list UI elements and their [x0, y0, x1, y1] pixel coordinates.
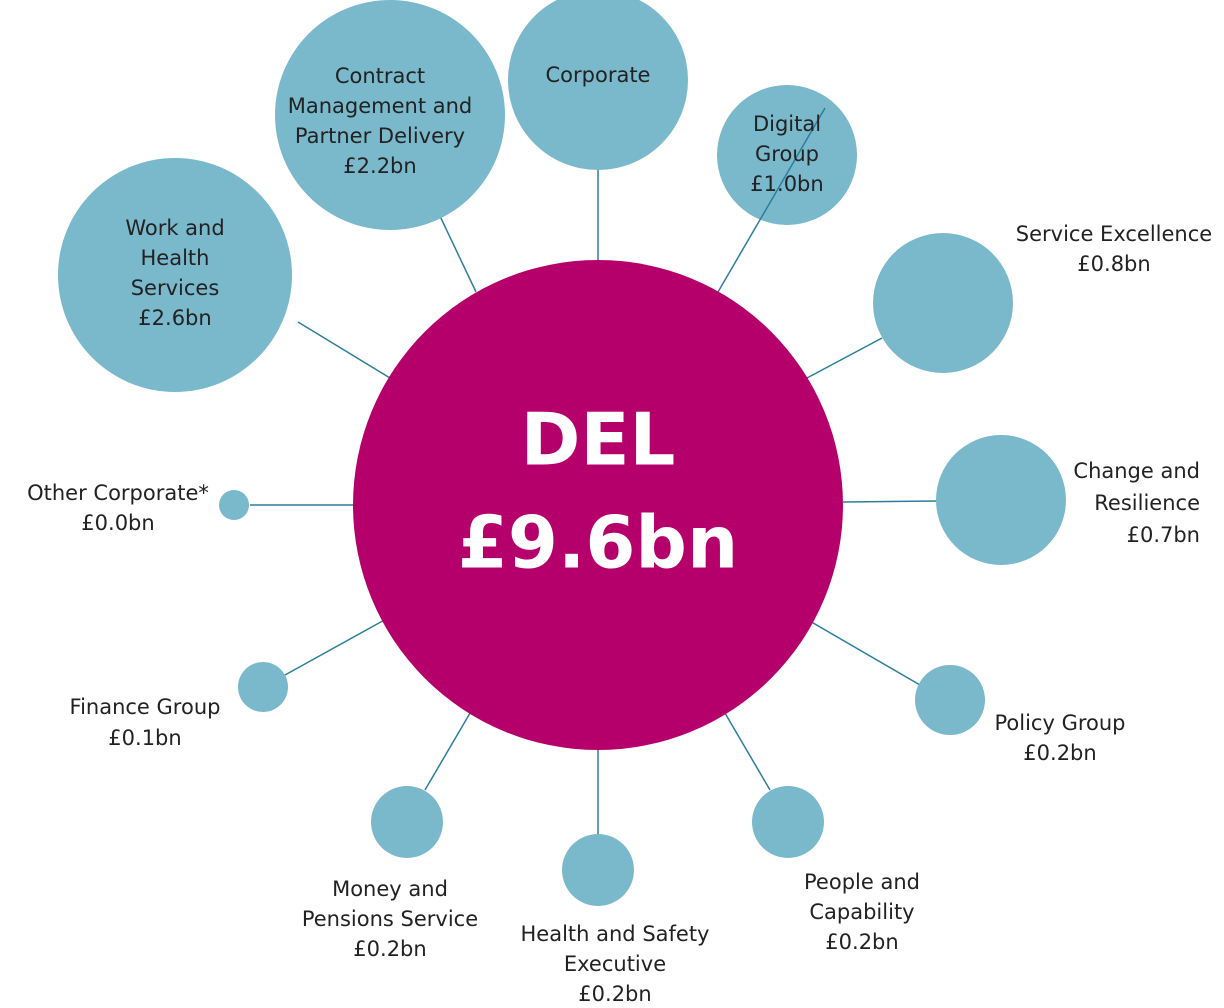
node-label: Capability	[809, 900, 914, 924]
node-label: Pensions Service	[302, 907, 478, 931]
node-circle	[371, 786, 443, 858]
node-value: £2.2bn	[343, 154, 416, 178]
connector	[424, 707, 474, 791]
connector	[807, 619, 921, 686]
node-value: £0.2bn	[825, 930, 898, 954]
node-value: £2.6bn	[138, 306, 211, 330]
node-label: Executive	[564, 952, 666, 976]
node-circle	[873, 233, 1013, 373]
node-value: £0.2bn	[578, 982, 651, 1006]
node-circle	[275, 0, 505, 230]
node-circle	[238, 662, 288, 712]
node-value: £1.0bn	[750, 172, 823, 196]
node-label: Services	[131, 276, 220, 300]
node-circle	[562, 834, 634, 906]
node-circle	[717, 85, 857, 225]
node-circle	[58, 158, 292, 392]
node-label: Money and	[332, 877, 448, 901]
node-label: Digital	[753, 112, 821, 136]
node-label: Service Excellence	[1016, 222, 1212, 246]
connector	[717, 107, 826, 293]
connector	[721, 707, 771, 791]
node-label: Finance Group	[70, 695, 221, 719]
connector	[842, 500, 937, 503]
node-circle	[915, 665, 985, 735]
node-label: Work and	[125, 216, 224, 240]
node-value: £0.2bn	[1023, 741, 1096, 765]
node-label: Resilience	[1094, 491, 1200, 515]
node-label: Group	[755, 142, 819, 166]
node-label: Other Corporate*	[27, 481, 209, 505]
node-circle	[219, 490, 249, 520]
node-label: Change and	[1073, 459, 1200, 483]
node-value: £0.7bn	[1127, 523, 1200, 547]
node-circle	[936, 435, 1066, 565]
node-label: Contract	[335, 64, 425, 88]
center-circle	[353, 260, 843, 750]
connector	[297, 321, 391, 379]
node-value: £0.1bn	[108, 726, 181, 750]
connector	[284, 617, 389, 676]
node-label: Health and Safety	[521, 922, 710, 946]
node-label: Health	[141, 246, 210, 270]
node-label: Partner Delivery	[295, 124, 465, 148]
node-label: Policy Group	[994, 711, 1125, 735]
node-value: £0.0bn	[81, 511, 154, 535]
node-circle	[752, 786, 824, 858]
node-value: £0.8bn	[1077, 252, 1150, 276]
node-value: £0.2bn	[353, 937, 426, 961]
center-title: DEL	[521, 398, 676, 482]
node-label: Management and	[288, 94, 473, 118]
node-label: Corporate	[546, 63, 651, 87]
center-value: £9.6bn	[458, 501, 738, 585]
node-label: People and	[804, 870, 920, 894]
connector	[806, 337, 883, 379]
node-circle	[508, 0, 688, 170]
